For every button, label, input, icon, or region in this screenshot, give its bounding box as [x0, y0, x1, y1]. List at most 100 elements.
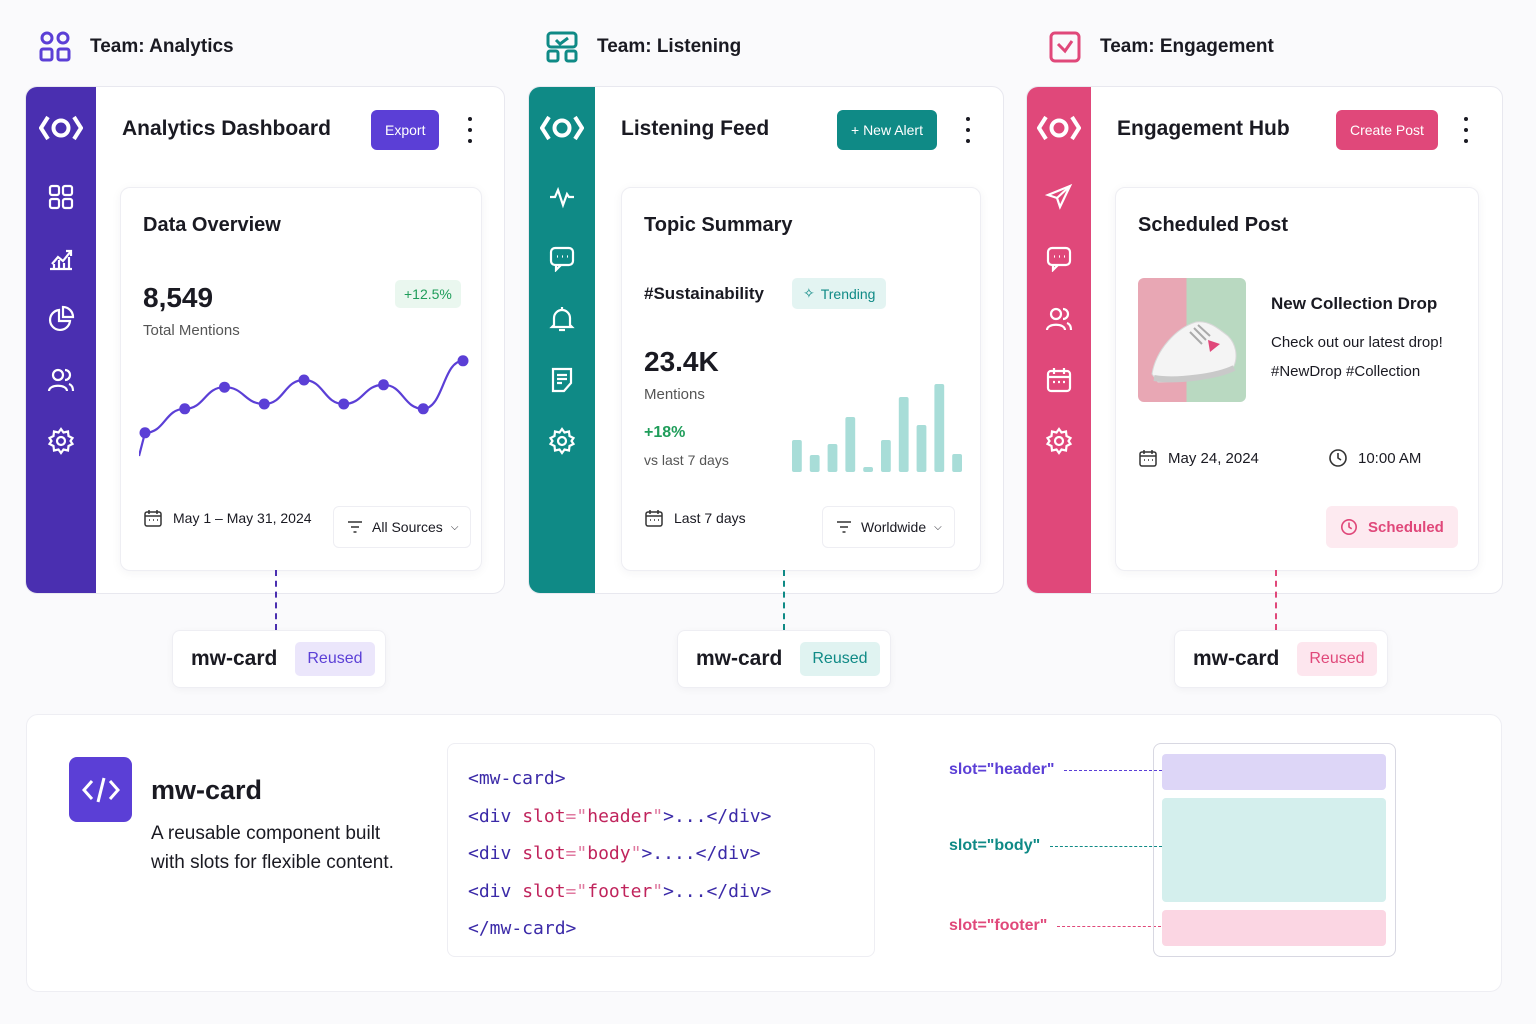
clock-icon	[1340, 518, 1358, 536]
pie-icon[interactable]	[47, 305, 75, 333]
create-post-button[interactable]: Create Post	[1336, 110, 1438, 150]
chip-name: mw-card	[191, 647, 278, 670]
users-icon[interactable]	[47, 366, 75, 394]
slot-footer-block	[1162, 910, 1386, 946]
bell-icon[interactable]	[548, 305, 576, 333]
scheduled-post-card: Scheduled Post New Collection Drop Check…	[1115, 187, 1479, 571]
send-icon[interactable]	[1045, 183, 1073, 211]
sources-dropdown[interactable]: All Sources ⌵	[333, 506, 472, 548]
sources-dropdown-label: All Sources	[372, 519, 443, 535]
calendar-icon[interactable]	[1045, 366, 1073, 394]
period-selector[interactable]: Last 7 days	[644, 508, 746, 528]
filter-icon	[348, 521, 362, 533]
post-date-label: May 24, 2024	[1168, 449, 1259, 467]
code-icon	[69, 757, 132, 822]
calendar-icon	[645, 510, 663, 527]
bar	[952, 454, 962, 472]
sneaker-image	[1151, 321, 1237, 383]
connector-line	[275, 570, 277, 630]
card-title: Scheduled Post	[1138, 214, 1289, 236]
data-point	[417, 403, 429, 415]
calendar-icon	[144, 510, 162, 527]
date-range[interactable]: May 1 – May 31, 2024	[143, 508, 312, 528]
listening-panel: Listening Feed + New Alert Topic Summary…	[528, 86, 1004, 594]
activity-icon[interactable]	[548, 183, 576, 211]
data-point	[378, 379, 389, 391]
export-button[interactable]: Export	[371, 110, 440, 150]
region-dropdown[interactable]: Worldwide ⌵	[822, 506, 955, 548]
calendar-icon	[1139, 450, 1157, 467]
team-engagement-header: Team: Engagement	[1048, 30, 1274, 64]
component-explainer: mw-card A reusable component built with …	[26, 714, 1502, 992]
growth-label: vs last 7 days	[644, 452, 729, 468]
bar	[881, 440, 891, 472]
connector-line	[1275, 570, 1277, 630]
reused-badge: Reused	[800, 642, 880, 676]
slot-body-label: slot="body"	[949, 837, 1163, 855]
reused-badge: Reused	[295, 642, 375, 676]
data-point	[139, 427, 151, 439]
bar	[809, 455, 820, 472]
total-mentions-label: Total Mentions	[143, 322, 240, 339]
panel-title: Analytics Dashboard	[122, 117, 331, 140]
team-listening-header: Team: Listening	[545, 30, 741, 64]
growth-value: +18%	[644, 424, 686, 441]
post-date: May 24, 2024	[1138, 448, 1259, 468]
card-title: Data Overview	[143, 214, 281, 236]
bar	[934, 384, 945, 472]
team-listening-label: Team: Listening	[597, 36, 742, 57]
users-icon[interactable]	[1045, 305, 1073, 333]
mw-card-chip-engagement: mw-card Reused	[1174, 630, 1388, 688]
settings-icon[interactable]	[1045, 427, 1073, 455]
post-title: New Collection Drop	[1271, 294, 1438, 313]
document-icon[interactable]	[548, 366, 576, 394]
card-title: Topic Summary	[644, 214, 793, 236]
settings-icon[interactable]	[47, 427, 75, 455]
region-dropdown-label: Worldwide	[861, 519, 927, 535]
post-body-line1: Check out our latest drop!	[1271, 334, 1443, 351]
mentions-value: 23.4K	[644, 346, 719, 377]
bar	[916, 425, 927, 472]
new-alert-button[interactable]: + New Alert	[837, 110, 937, 150]
post-time-label: 10:00 AM	[1358, 449, 1422, 467]
code-snippet: <mw-card> <div slot =" header " >...</div> <…	[447, 743, 875, 957]
engagement-sidebar	[1027, 87, 1091, 593]
settings-icon[interactable]	[548, 427, 576, 455]
data-point	[179, 403, 191, 415]
component-desc-line2: with slots for flexible content.	[151, 852, 394, 873]
component-desc-line1: A reusable component built	[151, 823, 381, 844]
chart-icon[interactable]	[47, 244, 75, 272]
more-menu-icon[interactable]	[466, 117, 474, 143]
post-body-line2: #NewDrop #Collection	[1271, 363, 1421, 380]
period-label: Last 7 days	[674, 510, 746, 526]
topic-hashtag: #Sustainability	[644, 284, 764, 303]
more-menu-icon[interactable]	[1462, 117, 1470, 143]
bar	[898, 397, 909, 472]
mw-card-chip-analytics: mw-card Reused	[172, 630, 386, 688]
reused-badge: Reused	[1297, 642, 1377, 676]
team-analytics-label: Team: Analytics	[90, 36, 234, 57]
slot-footer-label: slot="footer"	[949, 917, 1162, 935]
status-badge: Scheduled	[1326, 506, 1458, 548]
more-menu-icon[interactable]	[964, 117, 972, 143]
bar	[863, 467, 873, 472]
mentions-bar-chart	[792, 384, 962, 472]
team-analytics-header: Team: Analytics	[38, 30, 234, 64]
code-line-footer: <div slot =" footer " >...</div>	[468, 880, 772, 902]
message-icon[interactable]	[548, 244, 576, 272]
bar	[845, 417, 856, 472]
grid-icon[interactable]	[47, 183, 75, 211]
post-time: 10:00 AM	[1328, 448, 1421, 468]
panel-title: Engagement Hub	[1117, 117, 1290, 140]
slot-diagram	[1153, 743, 1396, 957]
date-range-label: May 1 – May 31, 2024	[173, 510, 312, 526]
bar	[792, 440, 802, 472]
code-open-tag: <mw-card>	[468, 768, 566, 790]
trending-badge: ✧ Trending	[792, 278, 887, 309]
bar	[827, 444, 838, 472]
data-point	[298, 374, 310, 386]
analytics-sidebar	[26, 87, 96, 593]
code-close-tag: </mw-card>	[468, 918, 577, 940]
message-icon[interactable]	[1045, 244, 1073, 272]
chevron-down-icon: ⌵	[934, 521, 942, 533]
